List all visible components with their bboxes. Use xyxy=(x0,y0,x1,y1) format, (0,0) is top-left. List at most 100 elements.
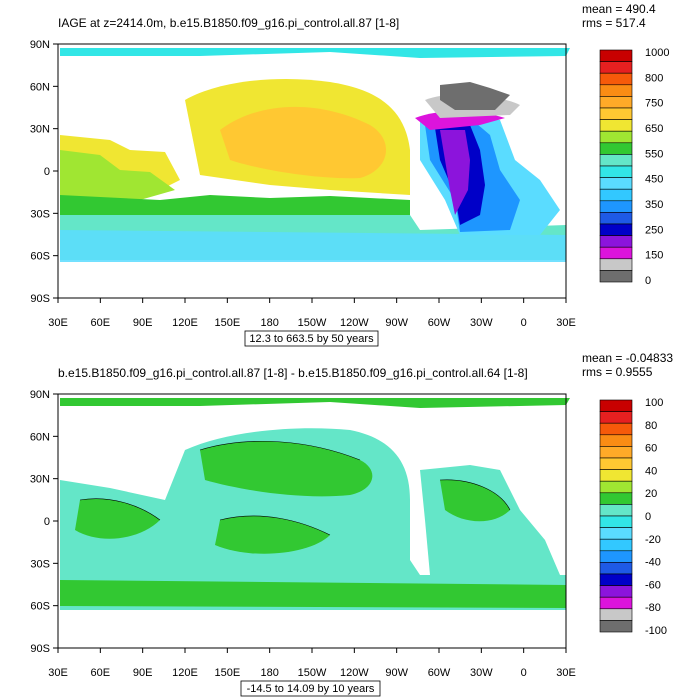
colorbar-label: 80 xyxy=(645,420,657,432)
colorbar-box xyxy=(599,469,633,482)
colorbar-box xyxy=(599,527,633,540)
colorbar-label: -60 xyxy=(645,579,661,591)
lat-tick-label: 30N xyxy=(30,124,50,136)
lon-tick-label: 60E xyxy=(91,317,111,329)
colorbar-box xyxy=(599,72,633,86)
colorbar-label: 450 xyxy=(645,174,663,186)
panel-title: b.e15.B1850.f09_g16.pi_control.all.87 [1… xyxy=(58,366,528,380)
southern-green-band xyxy=(60,195,410,215)
lon-tick-label: 90W xyxy=(385,667,408,679)
colorbar-label: -20 xyxy=(645,534,661,546)
map-area xyxy=(57,393,570,649)
colorbar-box xyxy=(599,492,633,505)
panel-top: IAGE at z=2414.0m, b.e15.B1850.f09_g16.p… xyxy=(30,2,669,347)
colorbar-box xyxy=(599,457,633,470)
colorbar-box xyxy=(599,620,633,633)
colorbar-label: 0 xyxy=(645,511,651,523)
arctic-region xyxy=(60,48,570,58)
colorbar-label: 800 xyxy=(645,72,663,84)
colorbar-label: 1000 xyxy=(645,47,669,59)
map-area xyxy=(57,43,570,299)
lon-axis: 30E 60E 90E 120E 150E 180 150W 120W 90W 60W 30W 0 30… xyxy=(48,298,576,329)
lon-tick-label: 120E xyxy=(172,667,198,679)
lat-axis: 90N 60N 30N 0 30S 60S 90S xyxy=(30,389,58,655)
colorbar-box xyxy=(599,188,633,202)
colorbar-box xyxy=(599,550,633,563)
southern-lightblue-band xyxy=(60,230,566,262)
colorbar-box xyxy=(599,61,633,74)
colorbar-box xyxy=(599,411,633,424)
ocean-teal-base xyxy=(60,428,566,610)
colorbar-box xyxy=(599,399,633,412)
lon-tick-label: 120E xyxy=(172,317,198,329)
panel-bottom: b.e15.B1850.f09_g16.pi_control.all.87 [1… xyxy=(30,351,673,697)
lat-tick-label: 90S xyxy=(30,643,50,655)
pacific-gold-region xyxy=(220,106,387,179)
lon-tick-label: 120W xyxy=(340,667,369,679)
rms-stat: rms = 0.9555 xyxy=(582,365,653,379)
colorbar-box xyxy=(599,177,633,190)
lon-tick-label: 30E xyxy=(48,317,68,329)
lat-tick-label: 60S xyxy=(30,601,50,613)
lon-tick-label: 150W xyxy=(298,317,327,329)
lat-tick-label: 0 xyxy=(44,166,50,178)
range-note: -14.5 to 14.09 by 10 years xyxy=(247,683,375,695)
lon-tick-label: 30E xyxy=(556,317,576,329)
colorbar-box xyxy=(599,154,633,167)
contour-lines xyxy=(79,440,511,536)
arctic-region xyxy=(60,398,570,408)
lon-tick-label: 30W xyxy=(470,667,493,679)
range-note: 12.3 to 663.5 by 50 years xyxy=(249,333,374,345)
colorbar-box xyxy=(599,573,633,586)
colorbar-box xyxy=(599,84,633,97)
lon-tick-label: 0 xyxy=(521,317,527,329)
colorbar-box xyxy=(599,165,633,178)
colorbar-label: -40 xyxy=(645,557,661,569)
range-note-box xyxy=(244,330,379,347)
lon-tick-label: 30E xyxy=(556,667,576,679)
lat-tick-label: 60N xyxy=(30,431,50,443)
lat-tick-label: 0 xyxy=(44,516,50,528)
colorbar-box xyxy=(599,608,633,621)
colorbar-box xyxy=(599,585,633,598)
lon-tick-label: 150E xyxy=(214,317,240,329)
colorbar-box xyxy=(599,49,633,62)
colorbar-box xyxy=(599,130,633,144)
colorbar-label: -80 xyxy=(645,602,661,614)
colorbar-label: 0 xyxy=(645,275,651,287)
colorbar-box xyxy=(599,96,633,109)
colorbar-label: 20 xyxy=(645,488,657,500)
lon-tick-label: 60W xyxy=(428,667,451,679)
colorbar-label: 550 xyxy=(645,148,663,160)
atlantic-green-patch xyxy=(440,479,510,522)
rms-stat: rms = 517.4 xyxy=(582,16,646,30)
north-atlantic-gray xyxy=(440,82,510,110)
colorbar-box xyxy=(599,119,633,132)
colorbar-box xyxy=(599,596,633,610)
colorbar: 1000 800 750 650 550 450 350 250 150 0 xyxy=(599,47,669,287)
colorbar-box xyxy=(599,142,633,155)
colorbar-box xyxy=(599,480,633,494)
lat-axis: 90N 60N 30N 0 30S 60S 90S xyxy=(30,39,58,305)
colorbar-label: 100 xyxy=(645,397,663,409)
lon-tick-label: 150W xyxy=(298,667,327,679)
colorbar-box xyxy=(599,422,633,436)
range-note-box xyxy=(240,680,381,697)
colorbar-label: 350 xyxy=(645,199,663,211)
lon-tick-label: 180 xyxy=(260,317,278,329)
colorbar-box xyxy=(599,538,633,552)
colorbar-box xyxy=(599,246,633,260)
lat-tick-label: 30N xyxy=(30,474,50,486)
colorbar-box xyxy=(599,258,633,271)
colorbar-label: 750 xyxy=(645,98,663,110)
colorbar-box xyxy=(599,270,633,283)
lon-tick-label: 150E xyxy=(214,667,240,679)
colorbar-label: 650 xyxy=(645,123,663,135)
lon-tick-label: 30W xyxy=(470,317,493,329)
colorbar-box xyxy=(599,107,633,120)
lon-axis: 30E 60E 90E 120E 150E 180 150W 120W 90W 60W 30W 0 30… xyxy=(48,648,576,679)
panel-title: IAGE at z=2414.0m, b.e15.B1850.f09_g16.p… xyxy=(58,16,399,30)
colorbar-box xyxy=(599,235,633,248)
lon-tick-label: 0 xyxy=(521,667,527,679)
